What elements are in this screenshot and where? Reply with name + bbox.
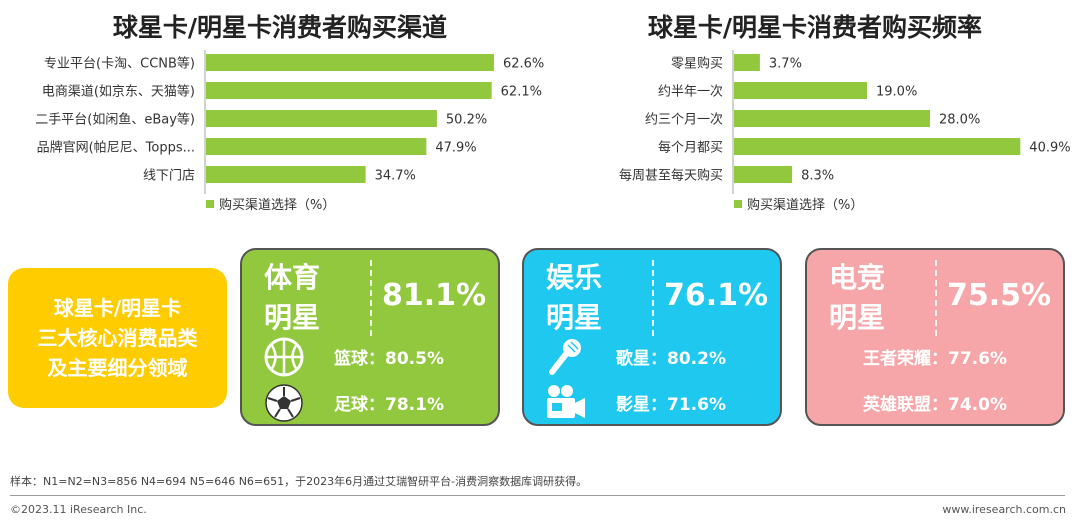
category-label: 零星购买 bbox=[671, 56, 723, 72]
basketball-icon bbox=[264, 337, 304, 377]
category-label: 电商渠道(如京东、天猫等) bbox=[42, 84, 195, 100]
legend-label: 购买渠道选择（%） bbox=[747, 197, 863, 213]
frequency-chart-title: 球星卡/明星卡消费者购买频率 bbox=[647, 13, 983, 42]
category-label: 线下门店 bbox=[143, 169, 195, 184]
entertainment-star-card: 娱乐明星 76.1% 歌星：80.2% 影星：71.6% bbox=[522, 248, 782, 426]
esports-star-card: 电竞明星 75.5% 王者荣耀：77.6% 英雄联盟：74.0% bbox=[805, 248, 1065, 426]
sports-star-card: 体育明星 81.1% 篮球：80.5% 足球：78.1% bbox=[240, 248, 500, 426]
category-label: 品牌官网(帕尼尼、Topps... bbox=[37, 140, 195, 156]
bar bbox=[206, 54, 494, 71]
microphone-icon bbox=[549, 339, 581, 375]
soccer-label: 足球：78.1% bbox=[334, 395, 444, 415]
soccer-row: 足球：78.1% bbox=[242, 380, 498, 426]
copyright-text: ©2023.11 iResearch Inc. bbox=[10, 503, 147, 516]
value-label: 47.9% bbox=[435, 141, 476, 156]
honor-of-kings-row: 王者荣耀：77.6% bbox=[807, 334, 1063, 380]
basketball-row: 篮球：80.5% bbox=[242, 334, 498, 380]
legend-swatch bbox=[206, 200, 214, 208]
singer-label: 歌星：80.2% bbox=[616, 349, 726, 369]
bar bbox=[734, 110, 930, 127]
soccer-ball-icon bbox=[265, 384, 303, 422]
bar bbox=[206, 82, 492, 99]
card-divider bbox=[370, 260, 372, 336]
sample-note: 样本：N1=N2=N3=856 N4=694 N5=646 N6=651，于20… bbox=[10, 475, 588, 488]
category-label: 约半年一次 bbox=[658, 84, 723, 100]
honor-of-kings-label: 王者荣耀：77.6% bbox=[863, 349, 1007, 369]
card-divider bbox=[652, 260, 654, 336]
value-label: 3.7% bbox=[769, 57, 802, 72]
bar bbox=[734, 138, 1021, 155]
card-percent: 76.1% bbox=[664, 278, 769, 313]
footer-divider bbox=[10, 495, 1065, 496]
summary-line-2: 三大核心消费品类 bbox=[37, 326, 198, 350]
value-label: 62.1% bbox=[501, 85, 542, 100]
value-label: 40.9% bbox=[1029, 141, 1070, 156]
value-label: 50.2% bbox=[446, 113, 487, 128]
category-label: 二手平台(如闲鱼、eBay等) bbox=[35, 112, 195, 128]
singer-row: 歌星：80.2% bbox=[524, 334, 780, 380]
website-link: www.iresearch.com.cn bbox=[942, 503, 1066, 516]
bar bbox=[734, 166, 793, 183]
legend-swatch bbox=[734, 200, 742, 208]
category-label: 每周甚至每天购买 bbox=[619, 168, 723, 184]
category-label: 约三个月一次 bbox=[645, 112, 723, 128]
bar bbox=[734, 54, 760, 71]
card-divider bbox=[935, 260, 937, 336]
basketball-label: 篮球：80.5% bbox=[334, 349, 444, 369]
value-label: 8.3% bbox=[801, 169, 834, 184]
movie-camera-icon bbox=[547, 385, 585, 418]
actor-label: 影星：71.6% bbox=[616, 395, 726, 415]
channel-chart-title: 球星卡/明星卡消费者购买渠道 bbox=[112, 13, 448, 42]
summary-box: 球星卡/明星卡 三大核心消费品类 及主要细分领域 bbox=[8, 268, 227, 408]
actor-row: 影星：71.6% bbox=[524, 380, 780, 426]
category-label: 专业平台(卡淘、CCNB等) bbox=[44, 56, 195, 72]
summary-line-1: 球星卡/明星卡 bbox=[53, 296, 182, 320]
legend-label: 购买渠道选择（%） bbox=[219, 197, 335, 213]
value-label: 19.0% bbox=[876, 85, 917, 100]
summary-line-3: 及主要细分领域 bbox=[47, 356, 188, 380]
card-category-label: 体育明星 bbox=[264, 261, 321, 334]
purchase-channel-chart: 专业平台(卡淘、CCNB等) 62.6% 电商渠道(如京东、天猫等) 62.1% 二手平… bbox=[35, 50, 544, 213]
bar bbox=[206, 110, 437, 127]
league-of-legends-row: 英雄联盟：74.0% bbox=[807, 380, 1063, 426]
bar bbox=[734, 82, 867, 99]
card-category-label: 娱乐明星 bbox=[546, 261, 603, 334]
card-category-label: 电竞明星 bbox=[829, 261, 886, 334]
value-label: 62.6% bbox=[503, 57, 544, 72]
bar bbox=[206, 138, 427, 155]
bar bbox=[206, 166, 366, 183]
value-label: 28.0% bbox=[939, 113, 980, 128]
category-label: 每个月都买 bbox=[658, 140, 723, 156]
league-of-legends-label: 英雄联盟：74.0% bbox=[863, 395, 1007, 415]
value-label: 34.7% bbox=[375, 169, 416, 184]
card-percent: 81.1% bbox=[382, 278, 487, 313]
card-percent: 75.5% bbox=[947, 278, 1052, 313]
purchase-frequency-chart: 零星购买 3.7% 约半年一次 19.0% 约三个月一次 28.0% 每个月都买 40.9% 每… bbox=[619, 50, 1071, 213]
